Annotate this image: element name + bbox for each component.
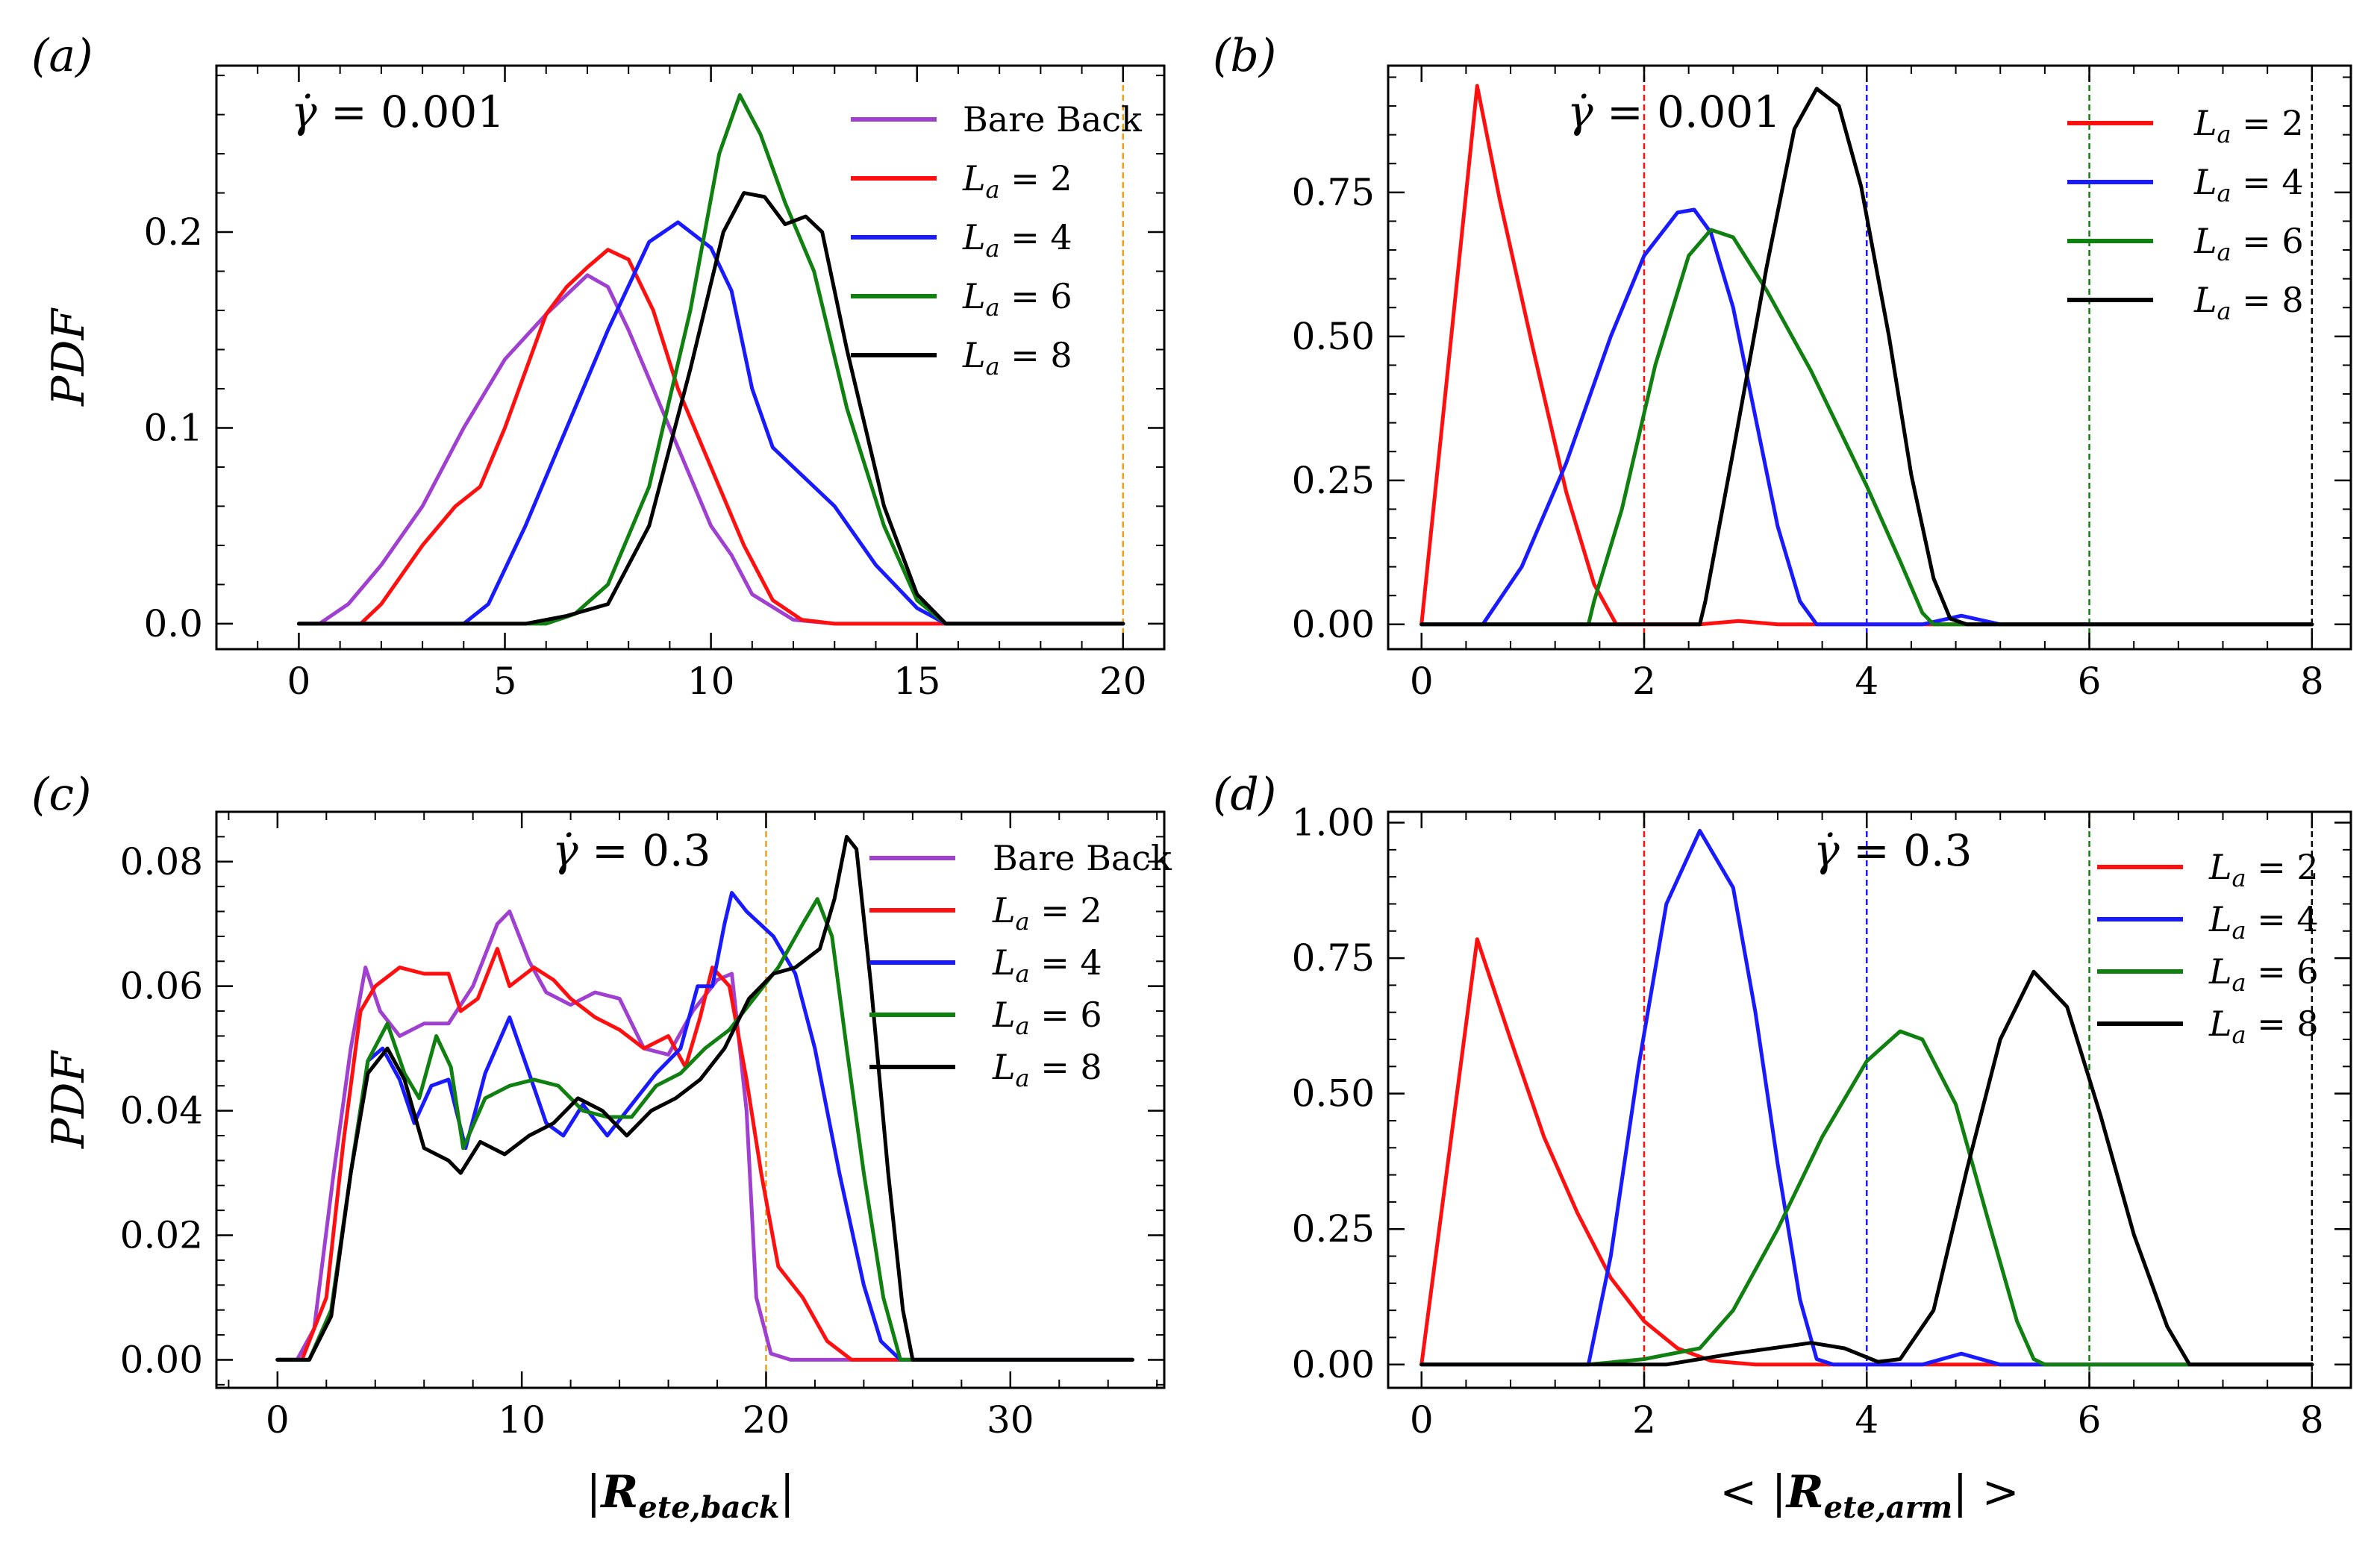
shear-rate-annotation: γ̇ = 0.001 [1567,87,1781,137]
legend-label: La = 6 [2208,951,2319,997]
y-tick-label: 0.06 [120,965,203,1008]
x-tick-label: 8 [2300,1398,2324,1442]
series-line [1419,84,2314,627]
legend-label: La = 8 [962,335,1072,381]
series-line [1419,87,2314,627]
y-tick-label: 0.25 [1292,459,1375,502]
shear-rate-annotation: γ̇ = 0.001 [291,87,505,137]
y-tick-label: 0.25 [1292,1207,1375,1251]
y-tick-label: 0.0 [143,602,203,645]
y-tick-label: 0.00 [120,1338,203,1381]
legend-label: La = 6 [2193,221,2304,266]
y-tick-label: 1.00 [1292,801,1375,845]
x-tick-label: 20 [743,1398,790,1442]
y-tick-label: 0.75 [1292,171,1375,214]
legend-label: La = 2 [2208,847,2319,892]
series-line [275,897,1134,1362]
series-line [275,947,1134,1362]
shear-rate-annotation: γ̇ = 0.3 [552,825,710,876]
x-tick-label: 6 [2078,1398,2102,1442]
x-axis-label: |Rete,back| [586,1466,795,1525]
legend-label: La = 6 [992,995,1102,1040]
plot-frame [1387,810,2352,1389]
x-tick-label: 0 [1410,660,1434,703]
y-tick-label: 0.00 [1292,603,1375,646]
x-tick-label: 10 [687,660,735,703]
series-line [296,93,1125,626]
y-tick-label: 0.00 [1292,1343,1375,1386]
y-tick-label: 0.50 [1292,315,1375,358]
series-line [1419,228,2314,627]
shear-rate-annotation: γ̇ = 0.3 [1814,825,1972,876]
x-tick-label: 4 [1855,660,1878,703]
x-tick-label: 2 [1632,660,1656,703]
plot-frame [215,810,1166,1389]
series-line [1419,828,2314,1367]
y-tick-label: 0.04 [120,1089,203,1133]
legend-label: La = 6 [962,276,1072,322]
legend-label: La = 2 [962,158,1072,204]
series-line [275,891,1134,1362]
panel-label: (d) [1213,769,1276,821]
y-tick-label: 0.50 [1292,1072,1375,1115]
x-tick-label: 8 [2300,660,2324,703]
x-tick-label: 30 [987,1398,1034,1442]
legend-label: La = 8 [2193,280,2304,325]
series-line [1419,969,2314,1367]
legend-label: La = 4 [2208,899,2319,945]
x-tick-label: 0 [266,1398,290,1442]
legend-label: La = 4 [992,942,1102,988]
y-axis-label: PDF [43,307,95,407]
x-tick-label: 20 [1099,660,1147,703]
x-tick-label: 6 [2078,660,2102,703]
legend-label: La = 4 [962,217,1072,263]
x-axis-label: < |Rete,arm| > [1720,1466,2020,1525]
plot-frame [1387,64,2352,651]
panel-label: (a) [31,30,93,82]
series-line [1419,1029,2314,1367]
series-line [296,220,1125,626]
legend-label: La = 2 [992,890,1102,936]
y-tick-label: 0.75 [1292,936,1375,980]
panel-c: (c) 0 10 20 30 0.00 0.02 0.04 0.06 0.08 PDF |Rete,b… [31,769,1172,1525]
series-line [296,191,1125,626]
x-tick-label: 10 [498,1398,546,1442]
y-tick-label: 0.1 [143,406,203,449]
y-tick-label: 0.2 [143,210,203,254]
x-tick-label: 5 [493,660,517,703]
plot-frame [215,64,1166,651]
series-line [1419,207,2314,627]
series-line [296,273,1125,626]
series-line [1419,937,2314,1367]
x-tick-label: 2 [1632,1398,1656,1442]
x-tick-label: 0 [287,660,311,703]
x-tick-label: 15 [893,660,941,703]
series-line [296,248,1125,626]
panel-a: (a) 0 5 10 15 20 0.0 0.1 0.2 PDF γ̇ = 0.001 Bare Ba… [31,30,1166,703]
legend-label: Bare Back [963,99,1143,140]
panel-d: (d) 0 2 4 6 8 0.00 0.25 0.50 0.75 1.00 < |Rete,arm|… [1213,769,2352,1525]
y-axis-label: PDF [43,1050,95,1149]
legend-label: Bare Back [993,838,1172,878]
panel-b: (b) 0 2 4 6 8 0.00 0.25 0.50 0.75 γ̇ = 0.001 La = 2… [1213,30,2352,703]
legend-label: La = 8 [2208,1004,2319,1049]
x-tick-label: 4 [1855,1398,1878,1442]
legend-label: La = 4 [2193,162,2304,207]
panel-label: (b) [1213,30,1276,82]
series-line [275,834,1134,1362]
legend-label: La = 8 [992,1047,1102,1092]
x-tick-label: 0 [1410,1398,1434,1442]
panel-label: (c) [31,769,91,821]
y-tick-label: 0.02 [120,1214,203,1257]
y-tick-label: 0.08 [120,840,203,883]
legend-label: La = 2 [2193,103,2304,148]
